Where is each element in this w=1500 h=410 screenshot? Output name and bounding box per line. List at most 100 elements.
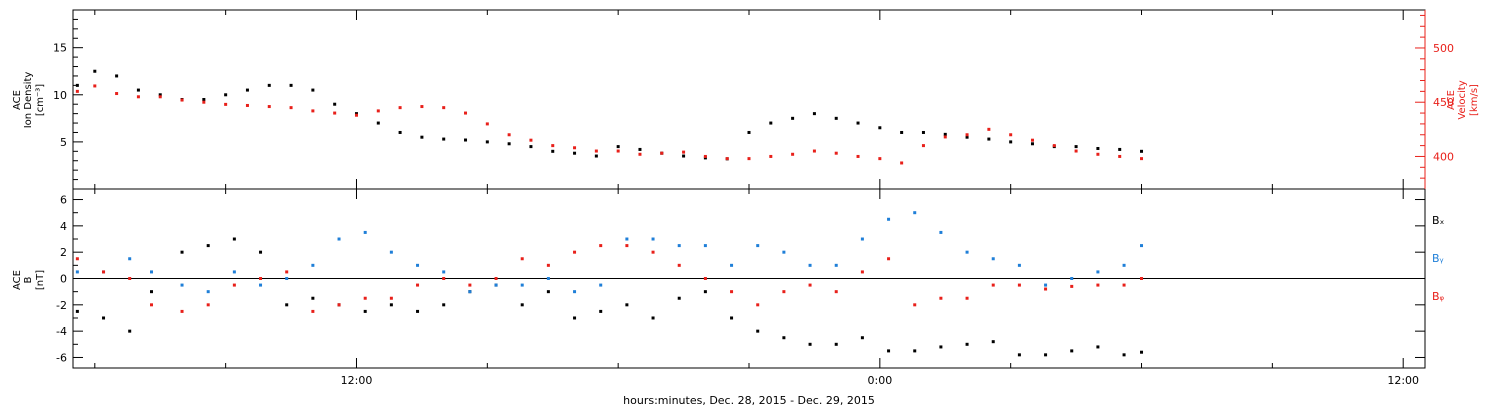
density-point <box>1074 145 1078 149</box>
by-point <box>180 283 184 287</box>
bz-point <box>311 309 315 313</box>
data-points <box>75 69 1144 357</box>
by-point <box>442 270 446 274</box>
top-right-axis-title-line1: ACE <box>1446 90 1457 110</box>
bx-point <box>150 290 154 294</box>
velocity-point <box>180 98 184 102</box>
velocity-point <box>725 157 729 161</box>
velocity-point <box>136 95 140 99</box>
velocity-point <box>791 152 795 156</box>
velocity-point <box>682 150 686 154</box>
bz-point <box>363 296 367 300</box>
density-point <box>1118 147 1122 151</box>
bx-point <box>75 309 79 313</box>
velocity-point <box>93 84 97 88</box>
bx-point <box>599 309 603 313</box>
velocity-point <box>224 102 228 106</box>
velocity-point <box>464 111 468 115</box>
velocity-point <box>398 106 402 110</box>
bx-point <box>860 336 864 340</box>
velocity-point <box>965 133 969 137</box>
bx-point <box>1044 353 1048 357</box>
density-point <box>289 83 293 87</box>
bz-point <box>442 277 446 280</box>
density-point <box>965 135 969 139</box>
density-point <box>115 74 119 78</box>
by-point <box>887 217 891 221</box>
bx-point <box>311 296 315 300</box>
bz-point <box>150 303 154 307</box>
bx-point <box>677 296 681 300</box>
by-point <box>834 263 838 267</box>
bz-point <box>991 283 995 287</box>
bx-point <box>1122 353 1126 357</box>
y-tick-label-velocity: 450 <box>1433 96 1454 109</box>
density-point <box>878 126 882 130</box>
by-point <box>206 290 210 294</box>
velocity-point <box>616 149 620 153</box>
by-point <box>311 263 315 267</box>
bz-point <box>1096 283 1100 287</box>
by-point <box>782 250 786 254</box>
bx-point <box>834 342 838 346</box>
density-point <box>75 83 79 87</box>
density-point <box>594 154 598 158</box>
x-tick-label: 12:00 <box>341 374 373 387</box>
bx-point <box>965 342 969 346</box>
bz-point <box>389 296 393 300</box>
velocity-point <box>75 89 79 93</box>
velocity-point <box>333 111 337 115</box>
velocity-point <box>507 133 511 137</box>
velocity-point <box>987 127 991 131</box>
density-point <box>791 116 795 120</box>
top-left-axis-title-line3: [cm⁻³] <box>35 84 46 116</box>
density-point <box>93 69 97 73</box>
by-point <box>1070 277 1074 280</box>
y-tick-label-density: 15 <box>53 42 67 55</box>
by-point <box>150 270 154 274</box>
bz-point <box>180 309 184 313</box>
bx-point <box>442 303 446 307</box>
bx-point <box>573 316 577 320</box>
velocity-point <box>420 105 424 109</box>
density-point <box>856 121 860 125</box>
velocity-point <box>442 106 446 110</box>
by-point <box>599 283 603 287</box>
velocity-point <box>834 151 838 155</box>
velocity-point <box>158 95 162 99</box>
velocity-point <box>551 144 555 148</box>
bottom-left-axis-title-line3: [nT] <box>35 270 46 290</box>
bz-point <box>468 283 472 287</box>
top-right-axis-title: ACE Velocity [km/s] <box>1446 80 1480 119</box>
by-point <box>703 244 707 248</box>
bx-point <box>703 290 707 294</box>
bz-point <box>128 277 132 280</box>
bz-point <box>416 283 420 287</box>
velocity-point <box>703 154 707 158</box>
density-point <box>943 132 947 136</box>
top-right-axis-title-line2: Velocity <box>1457 80 1468 119</box>
velocity-point <box>856 154 860 158</box>
legend-bz: Bᵩ <box>1432 290 1445 303</box>
bx-point <box>913 349 917 353</box>
bz-point <box>232 283 236 287</box>
by-point <box>546 277 550 280</box>
velocity-point <box>529 138 533 142</box>
y-tick-label-density: 10 <box>53 89 67 102</box>
bz-point <box>1070 284 1074 288</box>
bx-point <box>625 303 629 307</box>
velocity-point <box>638 152 642 156</box>
density-point <box>1140 149 1144 153</box>
velocity-point <box>1140 157 1144 161</box>
bz-point <box>887 257 891 261</box>
top-left-axis-title-line1: ACE <box>12 90 23 110</box>
density-point <box>682 154 686 158</box>
bz-point <box>834 290 838 294</box>
by-point <box>363 230 367 234</box>
legend-by: Bᵧ <box>1432 252 1444 265</box>
velocity-point <box>115 92 119 96</box>
density-point <box>573 151 577 155</box>
by-point <box>756 244 760 248</box>
velocity-point <box>1074 149 1078 153</box>
velocity-point <box>594 149 598 153</box>
